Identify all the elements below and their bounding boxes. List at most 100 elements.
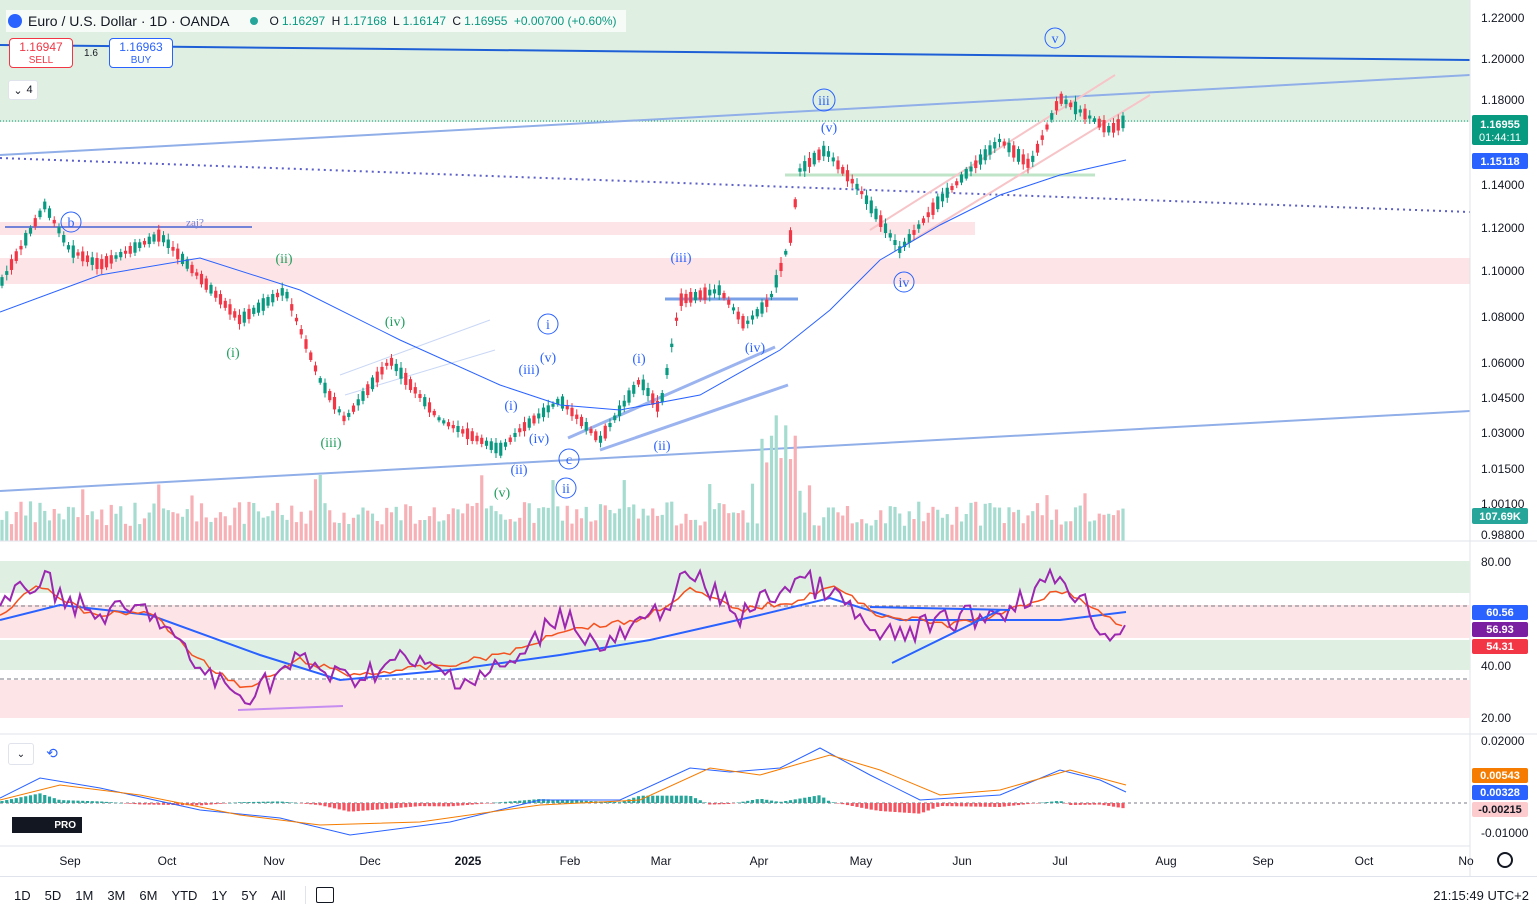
candle-body bbox=[247, 308, 251, 320]
candle-body bbox=[1102, 119, 1106, 133]
volume-bar bbox=[209, 521, 213, 541]
candle-body bbox=[546, 405, 550, 413]
macd-histogram-bar bbox=[836, 803, 840, 804]
macd-histogram-bar bbox=[978, 803, 983, 807]
candle-body bbox=[598, 435, 603, 443]
volume-bar bbox=[24, 515, 28, 541]
time-tick: May bbox=[850, 854, 873, 868]
volume-bar bbox=[465, 503, 470, 541]
tradingview-logo[interactable]: PRO bbox=[12, 817, 82, 833]
symbol-legend[interactable]: Euro / U.S. Dollar · 1D · OANDA O 1.16297… bbox=[6, 10, 626, 32]
candle-body bbox=[204, 278, 208, 290]
macd-histogram-bar bbox=[166, 803, 170, 805]
volume-bar bbox=[888, 506, 892, 541]
macd-signal-value: 0.00543 bbox=[1480, 770, 1520, 782]
volume-bar bbox=[204, 517, 208, 541]
macd-histogram-bar bbox=[1092, 803, 1097, 805]
macd-histogram-bar bbox=[1059, 801, 1063, 803]
candle-body bbox=[328, 391, 332, 401]
volume-bar bbox=[423, 519, 427, 541]
rsi-trendline-2[interactable] bbox=[891, 609, 1001, 664]
volume-bar bbox=[993, 507, 997, 541]
timeframe-ytd[interactable]: YTD bbox=[171, 887, 198, 903]
trendline-dotted[interactable] bbox=[0, 157, 1471, 213]
timeframe-5y[interactable]: 5Y bbox=[241, 887, 258, 903]
pink-channel-1[interactable] bbox=[869, 74, 1116, 231]
trendline-upper[interactable] bbox=[0, 44, 1471, 61]
chevron-down-icon[interactable]: ⌄ bbox=[8, 743, 34, 765]
candle-body bbox=[375, 371, 379, 383]
macd-histogram-bar bbox=[565, 800, 569, 803]
volume-bar bbox=[793, 435, 797, 541]
macd-histogram-bar bbox=[271, 801, 275, 803]
volume-bar bbox=[190, 495, 194, 541]
macd-histogram-bar bbox=[114, 802, 118, 804]
candle-body bbox=[484, 440, 489, 446]
candle-body bbox=[218, 294, 223, 305]
symbol-title[interactable]: Euro / U.S. Dollar · 1D · OANDA bbox=[28, 13, 230, 29]
volume-bar bbox=[9, 524, 14, 541]
volume-value: 107.69K bbox=[1479, 511, 1521, 523]
wedge-line-1[interactable] bbox=[567, 345, 776, 440]
macd-histogram-bar bbox=[513, 801, 517, 803]
volume-bar bbox=[361, 507, 365, 541]
volume-bar bbox=[874, 519, 878, 541]
trendline-lower[interactable] bbox=[0, 410, 1471, 492]
calendar-icon[interactable] bbox=[315, 887, 334, 903]
sell-button[interactable]: 1.16947 SELL bbox=[9, 38, 73, 68]
macd-histogram-bar bbox=[1102, 803, 1106, 806]
timeframe-6m[interactable]: 6M bbox=[139, 887, 158, 903]
candle-body bbox=[57, 227, 61, 234]
macd-histogram-bar bbox=[385, 803, 389, 809]
gear-icon[interactable] bbox=[1497, 852, 1513, 868]
macd-histogram-bar bbox=[750, 800, 755, 803]
ma-badge bbox=[1472, 153, 1528, 169]
timeframe-1y[interactable]: 1Y bbox=[211, 887, 228, 903]
macd-histogram-bar bbox=[337, 803, 341, 810]
volume-bar bbox=[138, 524, 142, 541]
candle-body bbox=[869, 200, 873, 214]
rsi-trendline-3[interactable] bbox=[869, 606, 1011, 611]
price-tick: 1.08000 bbox=[1481, 310, 1525, 324]
candles bbox=[0, 91, 1125, 459]
macd-histogram-bar bbox=[432, 803, 436, 807]
volume-bar bbox=[817, 525, 821, 541]
candle-body bbox=[489, 441, 493, 450]
refresh-icon[interactable]: ⟲ bbox=[40, 743, 64, 763]
volume-bar bbox=[608, 509, 612, 541]
clock[interactable]: 21:15:49 UTC+2 bbox=[1433, 887, 1529, 903]
price-chart[interactable]: b zaj? (ii) (iv) (i) (iii) (v) i (v) (ii… bbox=[0, 0, 1537, 876]
macd-histogram-bar bbox=[1088, 803, 1092, 805]
buy-button[interactable]: 1.16963 BUY bbox=[109, 38, 173, 68]
timeframe-1m[interactable]: 1M bbox=[75, 887, 94, 903]
timeframe-all[interactable]: All bbox=[271, 887, 286, 903]
price-tick: 0.98800 bbox=[1481, 528, 1525, 542]
volume-bar bbox=[1045, 495, 1049, 541]
candle-body bbox=[746, 320, 750, 324]
rsi-trendline-1[interactable] bbox=[237, 705, 344, 711]
wedge-line-2[interactable] bbox=[599, 383, 789, 452]
timeframe-3m[interactable]: 3M bbox=[107, 887, 126, 903]
volume-bar bbox=[114, 513, 118, 541]
indicators-collapse-button[interactable]: ⌄ 4 bbox=[8, 80, 38, 100]
volume-bar bbox=[651, 508, 655, 541]
macd-histogram-bar bbox=[294, 802, 299, 804]
volume-bar bbox=[332, 522, 337, 541]
macd-histogram-bar bbox=[309, 803, 313, 805]
volume-bar bbox=[617, 508, 622, 541]
volume-bar bbox=[285, 519, 289, 541]
price-tick: 1.12000 bbox=[1481, 221, 1525, 235]
volume-bar bbox=[879, 510, 883, 541]
volume-bar bbox=[841, 515, 845, 541]
trendline-channel[interactable] bbox=[0, 74, 1471, 156]
volume-bar bbox=[660, 514, 664, 541]
volume-bar bbox=[413, 523, 417, 541]
macd-histogram-bar bbox=[660, 795, 664, 803]
macd-histogram-bar bbox=[123, 803, 128, 804]
candle-body bbox=[71, 245, 75, 258]
timeframe-5d[interactable]: 5D bbox=[44, 887, 62, 903]
rsi-badge bbox=[1472, 622, 1528, 637]
market-status-icon[interactable] bbox=[249, 17, 258, 25]
candle-body bbox=[275, 292, 280, 298]
timeframe-1d[interactable]: 1D bbox=[14, 887, 31, 903]
